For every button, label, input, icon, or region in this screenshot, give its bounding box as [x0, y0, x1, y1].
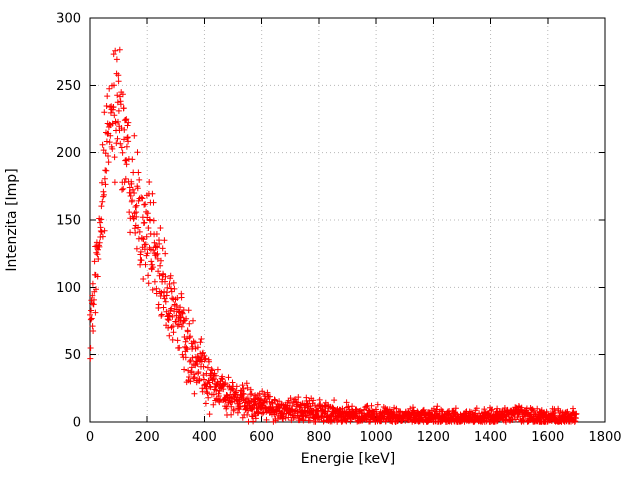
y-tick-label: 150: [56, 214, 81, 229]
x-tick-label: 1000: [360, 430, 393, 445]
x-tick-label: 600: [249, 430, 274, 445]
y-tick-label: 0: [73, 416, 81, 431]
y-axis-label: Intenzita [Imp]: [4, 168, 20, 271]
axis-ticks: [89, 17, 606, 423]
y-tick-label: 250: [56, 79, 81, 94]
x-tick-label: 1600: [531, 430, 564, 445]
x-tick-label: 0: [86, 430, 94, 445]
grid-lines: [89, 17, 606, 423]
x-tick-label: 200: [135, 430, 160, 445]
x-axis-label: Energie [keV]: [301, 451, 395, 467]
y-tick-label: 300: [56, 12, 81, 27]
x-tick-label: 800: [306, 430, 331, 445]
x-tick-label: 400: [192, 430, 217, 445]
x-tick-label: 1800: [588, 430, 621, 445]
x-tick-label: 1200: [417, 430, 450, 445]
plot-border: [89, 17, 606, 423]
x-tick-label: 1400: [474, 430, 507, 445]
y-tick-label: 200: [56, 146, 81, 161]
data-points: [87, 46, 580, 425]
y-tick-label: 50: [64, 348, 81, 363]
y-tick-label: 100: [56, 281, 81, 296]
